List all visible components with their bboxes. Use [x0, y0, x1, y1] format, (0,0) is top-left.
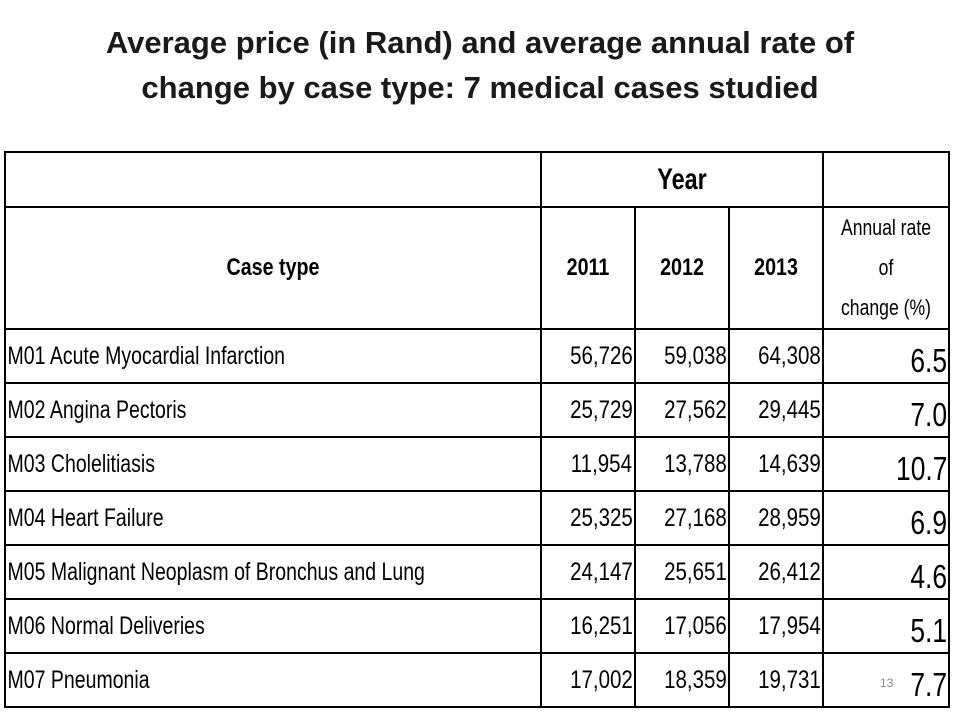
price-2011-cell: 24,147	[540, 544, 636, 600]
table-row: M01 Acute Myocardial Infarction 56,726 5…	[4, 328, 951, 384]
case-type-cell: M05 Malignant Neoplasm of Bronchus and L…	[4, 544, 542, 600]
annual-rate-cell: 6.9	[822, 490, 951, 546]
case-type-cell: M01 Acute Myocardial Infarction	[4, 328, 542, 384]
annual-rate-cell: 5.1	[822, 598, 951, 654]
header-annual-rate-line-2: change (%)	[841, 295, 932, 320]
year-group-label: Year	[657, 162, 707, 196]
price-2011-cell: 56,726	[540, 328, 636, 384]
header-case-type: Case type	[4, 206, 542, 330]
table-row: M06 Normal Deliveries 16,251 17,056 17,9…	[4, 598, 951, 654]
annual-rate-cell: 10.7	[822, 436, 951, 492]
table-row: M04 Heart Failure 25,325 27,168 28,959 6…	[4, 490, 951, 546]
empty-header-cell	[4, 151, 542, 208]
table-row: M07 Pneumonia 17,002 18,359 19,731 7.7	[4, 652, 951, 708]
slide-title: Average price (in Rand) and average annu…	[20, 20, 940, 110]
price-2013-cell: 64,308	[727, 328, 825, 384]
price-table: Year Case type 2011 2012 2013 Annual rat…	[4, 151, 951, 708]
price-2012-cell: 27,562	[634, 382, 730, 438]
case-type-cell: M06 Normal Deliveries	[4, 598, 542, 654]
table-row: M05 Malignant Neoplasm of Bronchus and L…	[4, 544, 951, 600]
year-group-header: Year	[539, 151, 825, 208]
price-2011-cell: 25,729	[540, 382, 636, 438]
header-2012: 2012	[634, 206, 730, 330]
price-2012-cell: 13,788	[634, 436, 730, 492]
table-row: M03 Cholelitiasis 11,954 13,788 14,639 1…	[4, 436, 951, 492]
annual-rate-cell: 7.7	[822, 652, 951, 708]
annual-rate-cell: 4.6	[822, 544, 951, 600]
case-type-cell: M04 Heart Failure	[4, 490, 542, 546]
price-2011-cell: 25,325	[540, 490, 636, 546]
table-row: M02 Angina Pectoris 25,729 27,562 29,445…	[4, 382, 951, 438]
empty-header-cell	[822, 151, 951, 208]
page-number: 13	[880, 676, 894, 690]
header-annual-rate: Annual rate of change (%)	[822, 206, 951, 330]
header-2013: 2013	[727, 206, 825, 330]
price-2013-cell: 14,639	[727, 436, 825, 492]
annual-rate-cell: 7.0	[822, 382, 951, 438]
price-2013-cell: 19,731	[727, 652, 825, 708]
price-2012-cell: 59,038	[634, 328, 730, 384]
price-2013-cell: 29,445	[727, 382, 825, 438]
price-2013-cell: 28,959	[727, 490, 825, 546]
slide-title-line-2: change by case type: 7 medical cases stu…	[141, 70, 819, 105]
price-2011-cell: 11,954	[540, 436, 636, 492]
year-group-header-row: Year	[4, 151, 951, 208]
column-header-row: Case type 2011 2012 2013 Annual rate of …	[4, 206, 951, 330]
price-2012-cell: 18,359	[634, 652, 730, 708]
price-2012-cell: 17,056	[634, 598, 730, 654]
case-type-cell: M07 Pneumonia	[4, 652, 542, 708]
header-annual-rate-line-1: Annual rate of	[841, 215, 932, 280]
price-2012-cell: 27,168	[634, 490, 730, 546]
price-2011-cell: 16,251	[540, 598, 636, 654]
price-2013-cell: 26,412	[727, 544, 825, 600]
slide-title-line-1: Average price (in Rand) and average annu…	[105, 25, 855, 60]
case-type-cell: M03 Cholelitiasis	[4, 436, 542, 492]
header-2011: 2011	[540, 206, 636, 330]
case-type-cell: M02 Angina Pectoris	[4, 382, 542, 438]
price-2012-cell: 25,651	[634, 544, 730, 600]
annual-rate-cell: 6.5	[822, 328, 951, 384]
price-2011-cell: 17,002	[540, 652, 636, 708]
price-2013-cell: 17,954	[727, 598, 825, 654]
